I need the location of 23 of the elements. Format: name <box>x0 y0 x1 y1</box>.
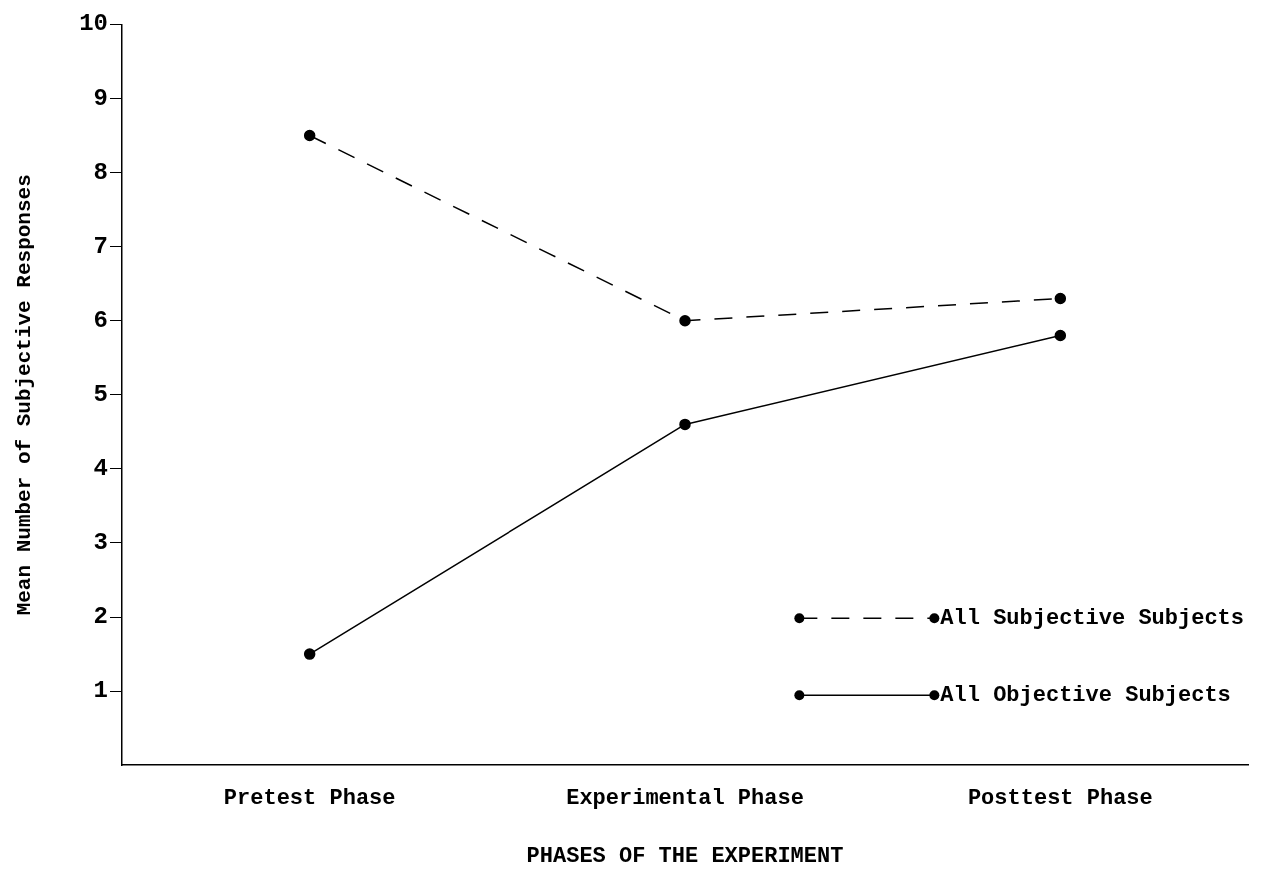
y-tick-label: 3 <box>93 529 108 557</box>
point <box>679 314 691 327</box>
point <box>303 648 316 660</box>
x-axis-title: PHASES OF THE EXPERIMENT <box>526 844 844 870</box>
y-tick-label: 6 <box>93 306 108 334</box>
y-tick-label: 8 <box>93 158 108 186</box>
x-tick-label: Posttest Phase <box>967 785 1153 811</box>
y-tick-label: 4 <box>93 454 108 482</box>
point <box>1054 292 1067 305</box>
legend-label: All Subjective Subjects <box>940 605 1245 631</box>
y-axis-title: Mean Number of Subjective Responses <box>12 174 36 616</box>
point <box>303 129 316 142</box>
legend-label: All Objective Subjects <box>940 682 1231 708</box>
y-tick-label: 9 <box>93 84 108 112</box>
y-tick-label: 7 <box>93 232 108 260</box>
y-tick-label: 5 <box>93 380 108 408</box>
y-tick-label: 1 <box>93 677 108 705</box>
x-tick-label: Experimental Phase <box>566 785 804 811</box>
point <box>1054 329 1067 342</box>
x-tick-label: Pretest Phase <box>223 785 396 811</box>
y-tick-label: 10 <box>79 10 108 38</box>
point <box>679 418 691 431</box>
y-tick-label: 2 <box>93 603 108 631</box>
